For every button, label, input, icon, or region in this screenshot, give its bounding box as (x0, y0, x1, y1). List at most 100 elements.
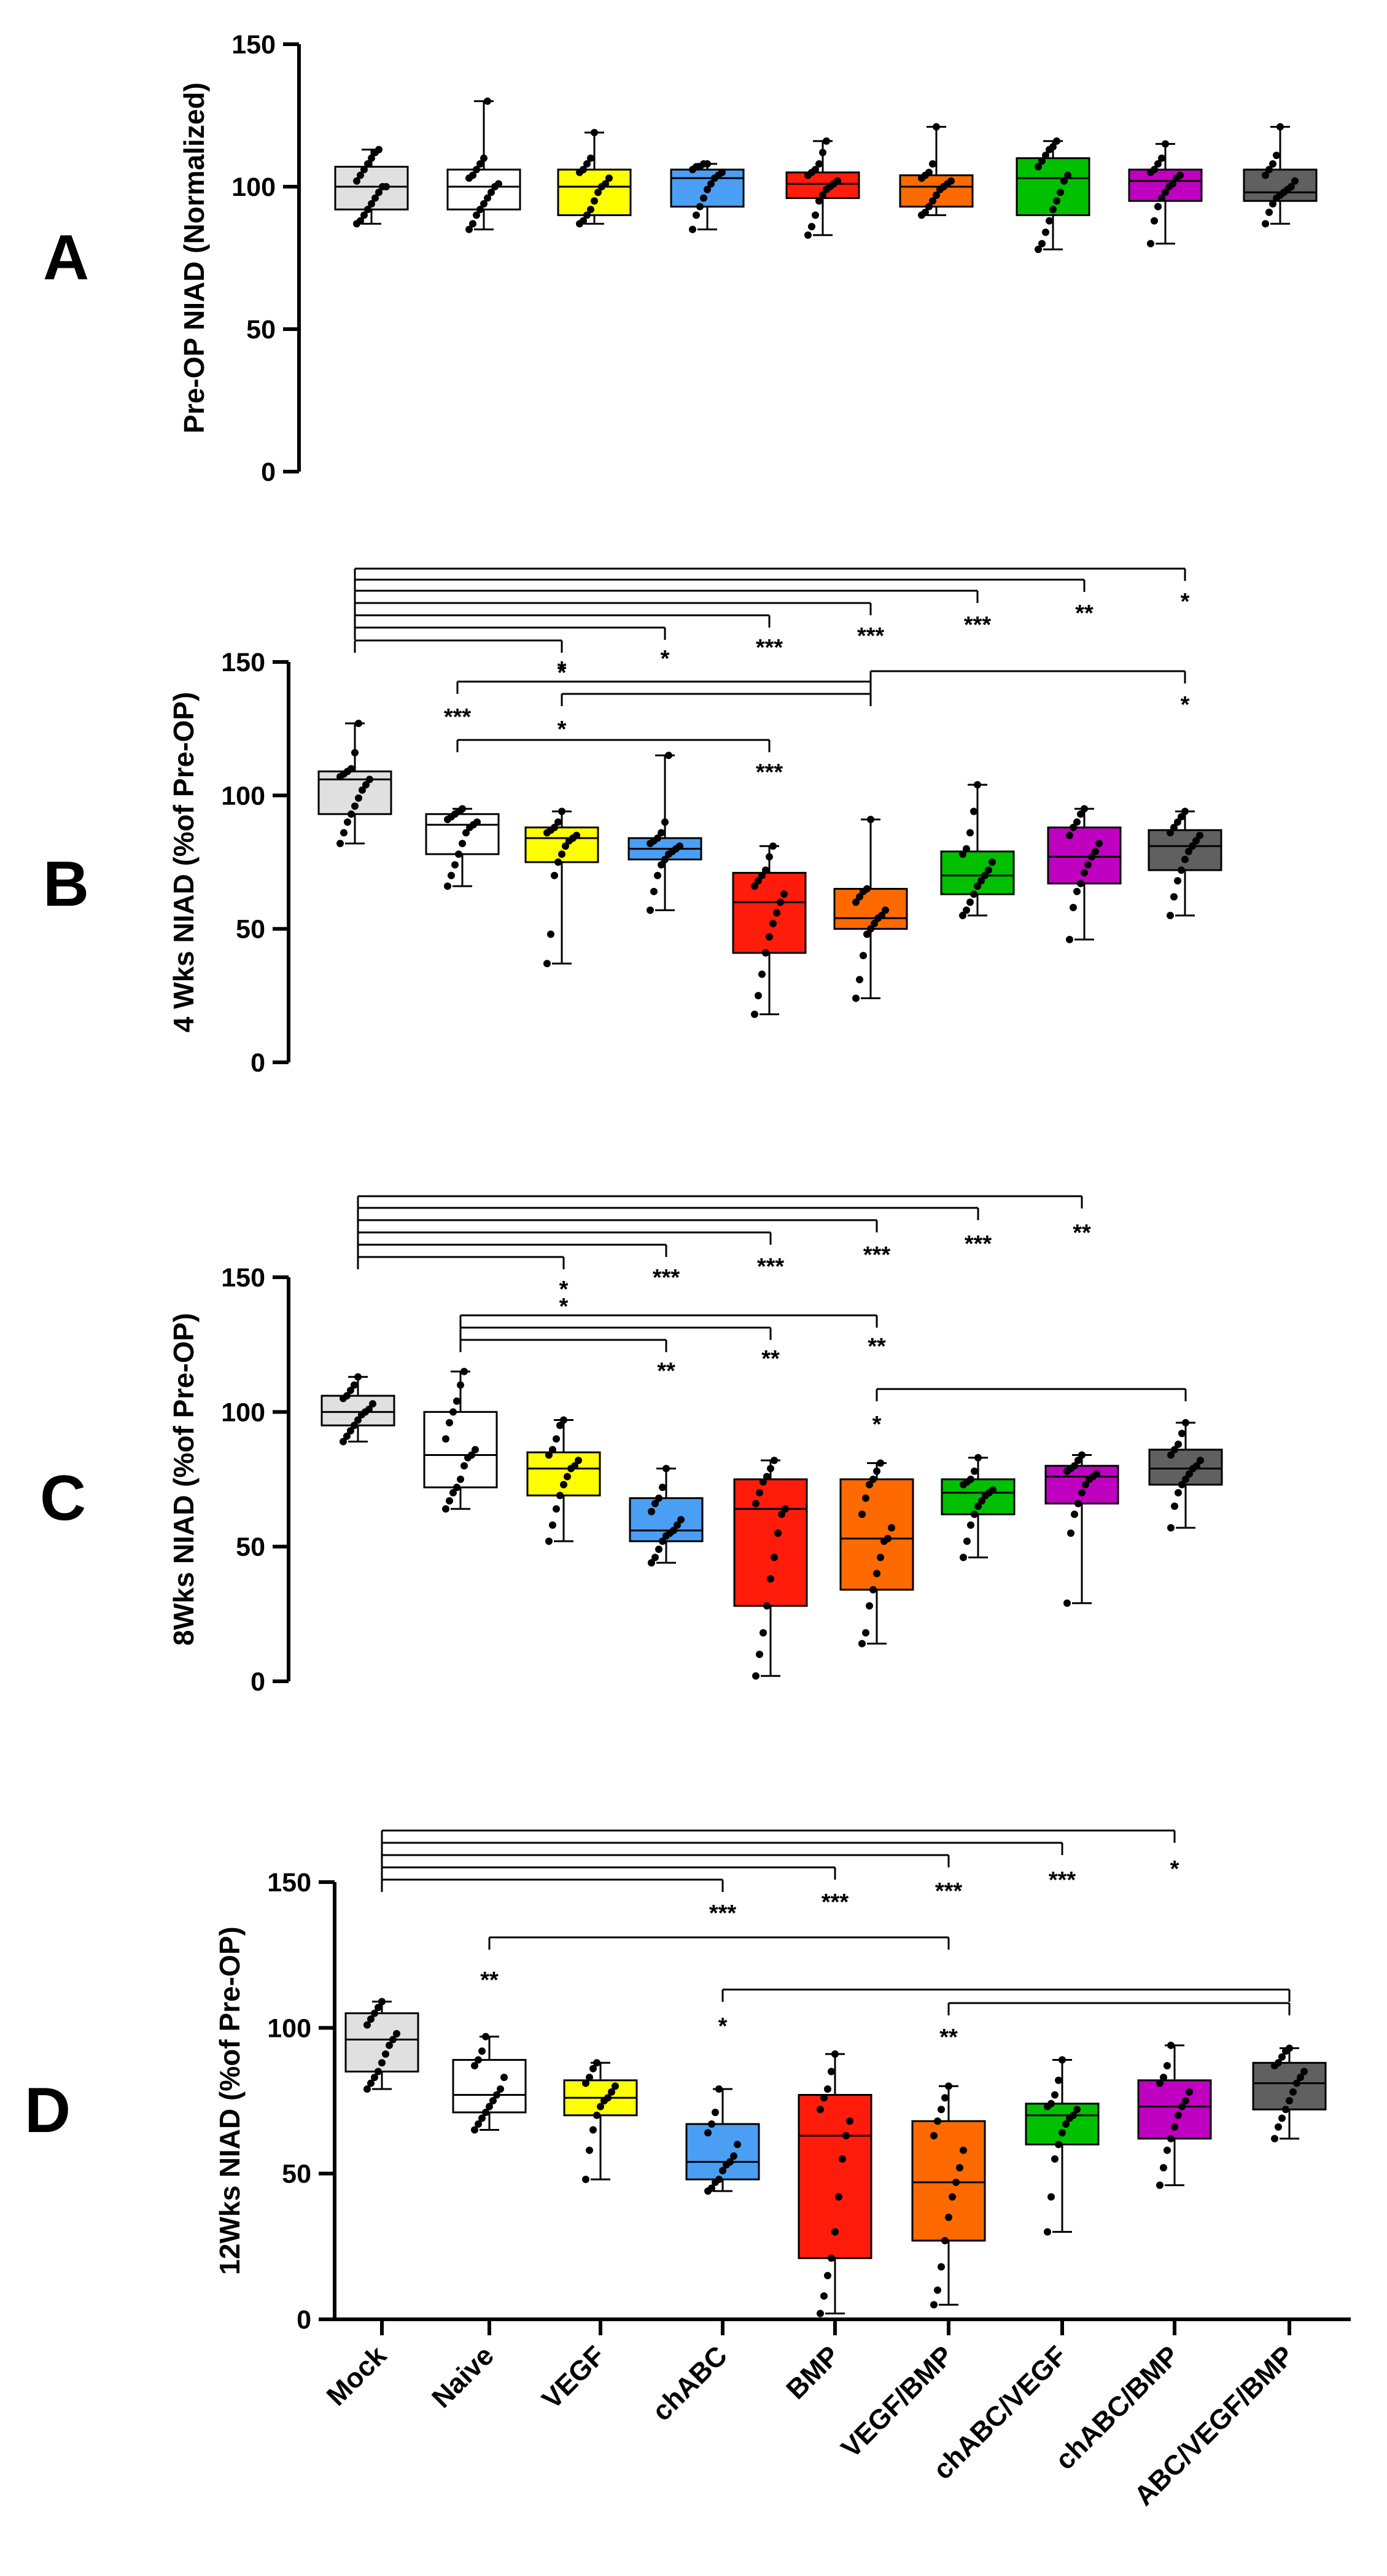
data-point (1077, 879, 1084, 887)
data-point (368, 154, 375, 162)
data-point (1176, 171, 1184, 179)
data-point (1175, 2111, 1182, 2119)
data-point (804, 231, 812, 239)
significance-bracket: *** (357, 1219, 890, 1268)
data-point (1286, 2097, 1293, 2104)
data-point (1064, 171, 1071, 179)
box-iqr (733, 1478, 808, 1607)
data-point (989, 858, 996, 866)
data-point (357, 217, 364, 225)
data-point (375, 146, 383, 154)
data-point (925, 168, 933, 176)
data-point (719, 2166, 726, 2174)
data-point (959, 911, 966, 919)
data-point (459, 839, 466, 847)
data-point (824, 2271, 831, 2279)
data-point (354, 1373, 362, 1381)
box-iqr (1128, 168, 1203, 202)
box-mock (321, 1373, 395, 1446)
data-point (469, 171, 476, 179)
data-point (1170, 823, 1178, 831)
significance-label: ** (480, 1967, 499, 1993)
significance-bracket: *** (357, 1231, 784, 1280)
significance-bracket: * (456, 660, 872, 694)
data-point (778, 1511, 785, 1519)
box-mock (344, 1998, 419, 2093)
data-point (482, 2108, 489, 2116)
box-naive (425, 805, 500, 890)
data-point (670, 1527, 677, 1535)
data-point (963, 1537, 971, 1545)
box-chabc-vegf (941, 1453, 1016, 1562)
data-point (1035, 246, 1042, 254)
significance-bracket: *** (354, 614, 783, 661)
data-point (970, 890, 977, 898)
data-point (591, 197, 598, 205)
data-point (966, 898, 974, 906)
data-point (877, 1459, 884, 1467)
data-point (1164, 2062, 1171, 2070)
x-tick-label: BMP (780, 2340, 845, 2405)
data-point (869, 1586, 877, 1593)
data-point (1178, 2103, 1186, 2111)
box-chabc (629, 1465, 704, 1566)
data-point (1038, 157, 1046, 165)
data-point (1154, 203, 1162, 211)
significance-label: ** (1075, 601, 1094, 626)
box-vegf (524, 807, 599, 968)
data-point (769, 919, 777, 927)
data-point (571, 1462, 578, 1470)
data-point (371, 194, 379, 202)
data-point (543, 960, 551, 968)
data-point (1164, 2146, 1171, 2154)
data-point (966, 829, 974, 837)
data-point (488, 189, 495, 197)
box-vegf (557, 128, 632, 228)
significance-label: * (661, 646, 670, 672)
data-point (929, 197, 936, 205)
data-point (1158, 154, 1165, 162)
significance-label: * (718, 2014, 728, 2039)
y-tick-label: 150 (221, 648, 265, 677)
box-abc-vegf-bmp (1148, 1418, 1223, 1531)
data-point (655, 1494, 662, 1502)
significance-label: *** (822, 1889, 849, 1915)
data-point (1055, 2076, 1062, 2084)
data-point (453, 1484, 460, 1492)
data-point (1182, 1418, 1189, 1426)
data-point (866, 1481, 873, 1488)
data-point (817, 2106, 824, 2114)
significance-bracket: *** (381, 1854, 962, 1904)
data-point (873, 1570, 880, 1578)
y-axis-label: 12Wks NIAD (%of Pre-OP) (214, 1926, 246, 2274)
data-point (1156, 2079, 1164, 2087)
data-point (858, 1511, 866, 1519)
data-point (1286, 2044, 1293, 2052)
data-point (1082, 1481, 1089, 1488)
data-point (860, 952, 867, 960)
data-point (651, 1554, 659, 1562)
data-point (554, 818, 562, 826)
data-point (1077, 810, 1084, 818)
data-point (344, 818, 351, 826)
data-point (495, 180, 502, 188)
box-chabc (627, 752, 702, 914)
data-point (1154, 160, 1162, 168)
data-point (661, 818, 669, 826)
data-point (1262, 171, 1269, 179)
data-point (862, 1629, 869, 1637)
data-point (378, 2059, 386, 2067)
data-point (1060, 177, 1068, 185)
data-point (1288, 183, 1295, 190)
data-point (1185, 847, 1192, 855)
data-point (369, 1400, 376, 1408)
data-point (1051, 2155, 1059, 2163)
data-point (551, 823, 558, 831)
data-point (817, 2309, 824, 2317)
data-point (929, 160, 936, 168)
box-vegf-bmp (911, 2082, 986, 2309)
data-point (871, 919, 878, 927)
data-point (763, 1602, 771, 1610)
x-tick-label: chABC (646, 2340, 733, 2427)
